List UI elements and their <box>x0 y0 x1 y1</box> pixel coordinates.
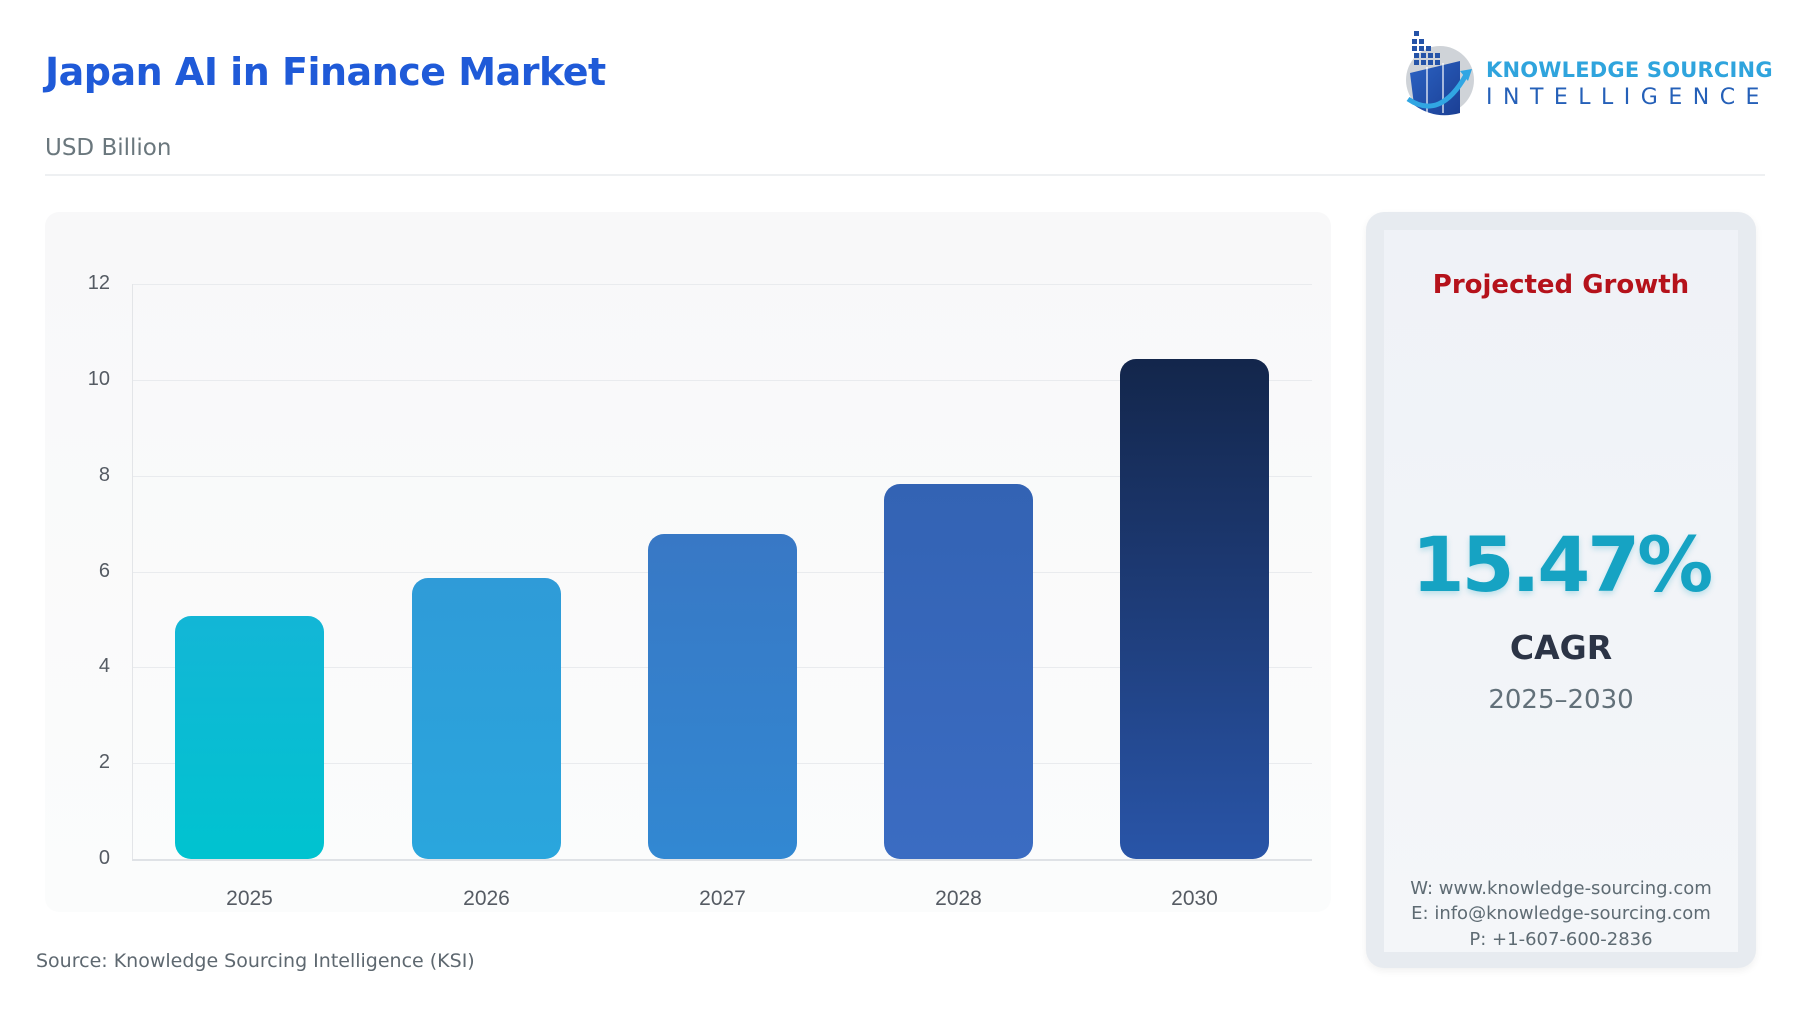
panel-inner: Projected Growth 15.47% CAGR 2025–2030 W… <box>1384 230 1738 952</box>
cagr-label: CAGR <box>1509 628 1613 667</box>
cagr-period: 2025–2030 <box>1488 685 1634 715</box>
header-divider <box>45 174 1765 176</box>
contact-phone: P: +1-607-600-2836 <box>1469 929 1653 950</box>
unit-subtitle: USD Billion <box>45 135 172 161</box>
page-title: Japan AI in Finance Market <box>45 50 606 94</box>
chart-card <box>45 212 1331 912</box>
projected-growth-panel: Projected Growth 15.47% CAGR 2025–2030 W… <box>1366 212 1756 968</box>
contact-email[interactable]: E: info@knowledge-sourcing.com <box>1411 903 1711 924</box>
logo-text-secondary: INTELLIGENCE <box>1486 85 1770 110</box>
logo-text-primary: KNOWLEDGE SOURCING <box>1486 58 1773 82</box>
ksi-logo-icon <box>1406 31 1474 116</box>
contact-website[interactable]: W: www.knowledge-sourcing.com <box>1410 878 1712 899</box>
ksi-logo: KNOWLEDGE SOURCING INTELLIGENCE <box>1400 25 1773 125</box>
panel-heading: Projected Growth <box>1432 270 1690 300</box>
source-note: Source: Knowledge Sourcing Intelligence … <box>36 950 475 972</box>
cagr-value: 15.47% <box>1411 520 1714 609</box>
